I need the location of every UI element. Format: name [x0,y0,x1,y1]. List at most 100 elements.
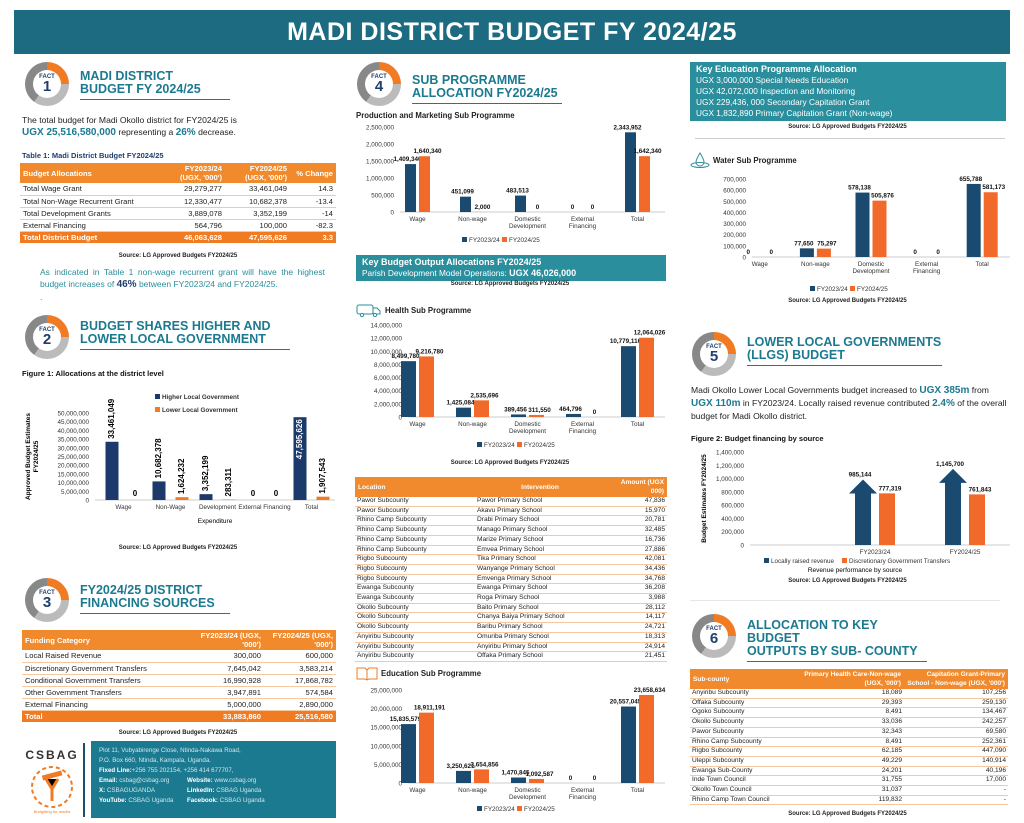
x-category-label: FY2024/25 [950,549,981,556]
bar [105,441,119,500]
source-note: Source: LG Approved Budgets FY2024/25 [788,124,907,130]
table-cell: 49,229 [800,756,904,767]
legend-swatch [155,394,160,399]
table-cell: Rigbo Subcounty [355,574,475,585]
title-line: FINANCING SOURCES [80,596,215,610]
figure-1-chart: 0 5,000,000 10,000,000 15,000,00020,000,000… [25,394,335,525]
total-budget-amount: UGX 25,516,580,000 [22,127,116,138]
contact-box: Plot 11, Vubyabirenge Close, Ntinda-Naka… [88,741,336,818]
table-cell: 15,970 [605,506,667,517]
data-label: 451,099 [451,189,474,196]
table-row: Anyiribu Subcounty Omuriba Primary School… [355,632,667,643]
logo-tagline: Budgeting for results [34,809,71,814]
y-tick-label: 700,000 [723,177,746,184]
column-header: Sub-county [690,669,800,689]
y-tick-label: 2,500,000 [366,125,395,132]
bar [419,356,434,417]
table-cell: 62,185 [800,746,904,757]
data-label: 505,876 [871,193,894,200]
table-cell: Marize Primary School [475,535,605,546]
legend-label: FY2024/25 [509,237,540,244]
bar [474,400,489,417]
table-row: Okollo Subcounty Baito Primary School 28,1… [355,603,667,614]
table-cell: -82.3 [290,219,336,232]
text: Madi Okollo Lower Local Governments budg… [691,385,920,395]
x-category-label: Non-wage [458,787,487,794]
website-link[interactable]: www.csbag.org [212,777,257,784]
table-cell: 5,000,000 [192,698,264,711]
table-cell: 29,279,277 [160,183,225,196]
llg-budget-2023: UGX 110m [691,398,741,409]
label: YouTube: [99,797,127,804]
table-header-row: Location Intervention Amount (UGX 000) [355,477,667,497]
source-note: Source: LG Approved Budgets FY2024/25 [450,281,570,287]
table-cell: 47,836 [605,497,667,507]
data-label: 1,409,340 [393,156,422,163]
linkedin-link[interactable]: CSBAG Uganda [214,787,262,794]
x-category-label: Total [631,787,644,794]
data-label: 15,835,579 [390,716,422,723]
fact-1-note: As indicated in Table 1 non-wage recurre… [40,266,325,303]
y-tick-label: 600,000 [721,503,744,510]
bar [625,132,636,212]
bar [419,156,430,212]
x-category-label: Wage [115,504,132,511]
fact-number: 4 [374,78,384,95]
bar [456,770,471,783]
youtube-link[interactable]: CSBAG Uganda [126,797,174,804]
table-row: Okollo Subcounty Chanya Baiya Primary Sch… [355,612,667,624]
x-category-label: Domestic [514,787,540,794]
fact-3-badge: FACT 3 [25,578,69,622]
table-cell: 18,089 [800,689,904,699]
intervention-table: Location Intervention Amount (UGX 000) Pawo… [355,477,667,662]
x-category-label: Financing [913,268,941,275]
y-tick-label: 300,000 [723,221,746,228]
legend-label: FY2024/25 [524,806,555,813]
bar [855,192,870,257]
llg-budget-2024: UGX 385m [919,385,970,396]
title-line: SUB PROGRAMME [412,73,526,87]
y-tick-label: 200,000 [721,529,744,536]
y-tick-label: 400,000 [721,516,744,523]
y-tick-label: 5,000,000 [374,762,403,769]
facebook-link[interactable]: CSBAG Uganda [217,797,265,804]
logo-icon: CSBAG Budgeting for results [25,748,76,814]
data-label: 0 [770,249,774,256]
table-cell: 140,914 [904,756,1008,767]
table-1-caption: Table 1: Madi District Budget FY2024/25 [22,151,164,160]
legend-label: Higher Local Government [162,394,240,401]
bar [621,346,636,417]
water-chart: 0100,000200,000300,000400,000500,000600,… [723,176,1010,293]
label: Fixed Line: [99,767,132,774]
data-label: 1,907,543 [318,458,327,494]
bar-arrow [849,479,877,545]
pdm-amount: UGX 46,026,000 [509,268,577,278]
decrease-percent: 26% [175,127,196,138]
table-cell: 24,201 [800,766,904,777]
y-tick-label: 400,000 [723,210,746,217]
title-line: BUDGET SHARES HIGHER AND [80,319,271,333]
y-tick-label: 20,000,000 [370,706,402,713]
table-cell: 7,645,042 [192,662,264,675]
address: P.O. Box 660, Ntinda, Kampala, Uganda. [99,757,212,764]
x-link[interactable]: CSBAGUGANDA [105,787,156,794]
table-total-row: Total 33,883,860 25,516,580 [22,710,336,722]
legend-label: Lower Local Government [162,407,238,414]
table-cell: 69,580 [904,727,1008,738]
table-cell: - [904,795,1008,806]
bar [879,493,895,545]
table-cell: Wanyange Primary School [475,564,605,575]
table-row: Okollo Subcounty Baribu Primary School 24,… [355,622,667,633]
email-link[interactable]: csbag@csbag.org [117,777,170,784]
table-cell: 134,467 [904,707,1008,719]
table-cell: 8,491 [800,707,904,719]
table-row: Anyiribu Subcounty Offaka Primary School 2… [355,651,667,662]
table-cell: Discretionary Government Transfers [22,662,192,675]
label: Website: [187,777,213,784]
fact-1-title: MADI DISTRICT BUDGET FY 2024/25 [80,70,230,100]
data-label: 1,470,845 [501,770,530,777]
text: between FY2023/24 and FY2024/25. [136,279,278,289]
column-header: FY2024/25 (UGX, '000') [225,163,290,183]
subcounty-allocation-table: Sub-county Primary Health Care-Non-wage (… [690,669,1008,806]
y-tick-label: 0 [742,255,746,262]
